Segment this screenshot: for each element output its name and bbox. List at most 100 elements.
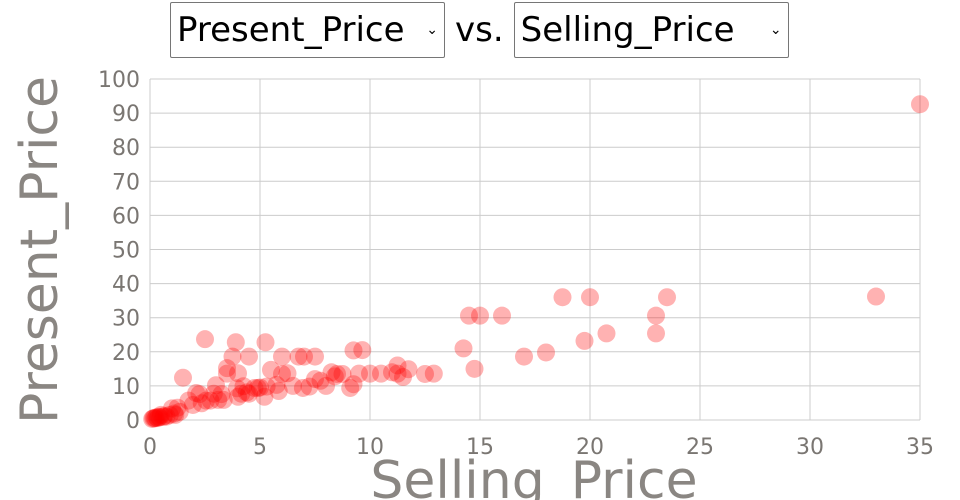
data-point bbox=[537, 343, 555, 362]
data-point bbox=[388, 364, 407, 383]
data-point bbox=[229, 387, 247, 406]
data-point bbox=[212, 385, 231, 404]
data-point bbox=[911, 95, 929, 114]
data-point bbox=[383, 363, 401, 382]
data-point bbox=[394, 368, 412, 387]
data-point bbox=[317, 376, 335, 395]
y-tick-label: 20 bbox=[112, 341, 140, 366]
x-tick-label: 15 bbox=[466, 435, 494, 460]
data-point bbox=[493, 306, 511, 325]
data-point bbox=[256, 333, 275, 352]
data-point bbox=[465, 359, 484, 378]
data-point bbox=[416, 364, 434, 383]
data-point bbox=[454, 339, 473, 358]
data-point bbox=[278, 364, 297, 383]
data-point bbox=[240, 347, 258, 366]
data-point bbox=[344, 375, 363, 394]
data-point bbox=[166, 405, 185, 424]
data-point bbox=[647, 324, 665, 343]
data-point bbox=[237, 383, 256, 402]
x-tick-label: 25 bbox=[686, 435, 714, 460]
data-point bbox=[267, 375, 286, 394]
data-point bbox=[322, 363, 341, 382]
tick-labels: 0 10 20 30 40 50 60 70 80 90 100 0 5 10 15 20 25 30 35 bbox=[98, 68, 934, 460]
data-point bbox=[229, 364, 247, 383]
data-point bbox=[143, 409, 162, 428]
data-point bbox=[190, 385, 209, 404]
data-point bbox=[234, 377, 253, 396]
y-tick-label: 50 bbox=[112, 239, 140, 264]
data-point bbox=[344, 341, 363, 360]
data-point bbox=[145, 408, 164, 427]
data-point bbox=[262, 360, 280, 379]
data-point bbox=[273, 364, 291, 383]
data-point bbox=[867, 287, 885, 306]
x-tick-label: 10 bbox=[356, 435, 384, 460]
data-point bbox=[333, 364, 352, 383]
data-point bbox=[165, 404, 184, 423]
data-point bbox=[226, 333, 245, 352]
data-point bbox=[155, 406, 174, 425]
y-tick-label: 30 bbox=[112, 307, 140, 332]
data-point bbox=[168, 398, 187, 417]
y-axis-select-value: Present_Price bbox=[177, 10, 405, 50]
data-point bbox=[187, 384, 206, 403]
x-axis-select-value: Selling_Price bbox=[520, 10, 735, 50]
chevron-down-icon: ⌄ bbox=[426, 22, 438, 38]
data-point bbox=[245, 378, 264, 397]
data-point bbox=[154, 407, 173, 426]
data-point bbox=[269, 382, 288, 401]
data-point bbox=[306, 347, 324, 366]
data-point bbox=[163, 399, 181, 418]
chart-controls: Present_Price ⌄ vs. Selling_Price ⌄ bbox=[170, 0, 789, 60]
y-axis-title: Present_Price bbox=[10, 76, 70, 424]
y-tick-label: 0 bbox=[126, 409, 140, 434]
data-point bbox=[223, 347, 242, 366]
data-point bbox=[388, 356, 407, 375]
data-point bbox=[174, 368, 192, 387]
data-point bbox=[149, 407, 168, 426]
data-point bbox=[150, 408, 169, 427]
y-tick-label: 80 bbox=[112, 136, 140, 161]
data-point bbox=[300, 377, 319, 396]
data-point bbox=[306, 370, 324, 389]
data-point bbox=[284, 376, 302, 395]
x-tick-label: 30 bbox=[796, 435, 824, 460]
data-point bbox=[311, 371, 330, 390]
data-point bbox=[372, 364, 390, 383]
data-point bbox=[353, 341, 372, 360]
y-tick-label: 10 bbox=[112, 375, 140, 400]
x-axis-select[interactable]: Selling_Price ⌄ bbox=[513, 2, 789, 58]
data-point bbox=[152, 405, 170, 424]
vs-label: vs. bbox=[455, 10, 504, 50]
data-point bbox=[341, 378, 360, 397]
data-point bbox=[515, 347, 533, 366]
x-tick-label: 35 bbox=[906, 435, 934, 460]
data-point bbox=[147, 408, 166, 427]
data-point bbox=[170, 402, 189, 421]
data-point bbox=[248, 378, 267, 397]
data-point bbox=[361, 364, 379, 383]
grid bbox=[149, 78, 921, 421]
data-point bbox=[575, 331, 594, 350]
data-point bbox=[471, 306, 489, 325]
data-point bbox=[553, 288, 572, 307]
data-point bbox=[647, 306, 665, 325]
data-point bbox=[192, 394, 211, 413]
y-axis-select[interactable]: Present_Price ⌄ bbox=[170, 2, 445, 58]
data-point bbox=[146, 409, 165, 428]
data-point bbox=[214, 390, 233, 409]
data-point bbox=[240, 384, 258, 403]
x-axis-title: Selling_Price bbox=[370, 451, 697, 500]
y-tick-label: 100 bbox=[98, 68, 140, 93]
data-point bbox=[273, 347, 291, 366]
data-point bbox=[204, 384, 223, 403]
x-tick-label: 20 bbox=[576, 435, 604, 460]
data-point bbox=[460, 306, 478, 325]
y-tick-label: 60 bbox=[112, 204, 140, 229]
data-point bbox=[218, 359, 236, 378]
data-point bbox=[597, 324, 616, 343]
data-point bbox=[350, 364, 368, 383]
x-tick-label: 0 bbox=[143, 435, 157, 460]
